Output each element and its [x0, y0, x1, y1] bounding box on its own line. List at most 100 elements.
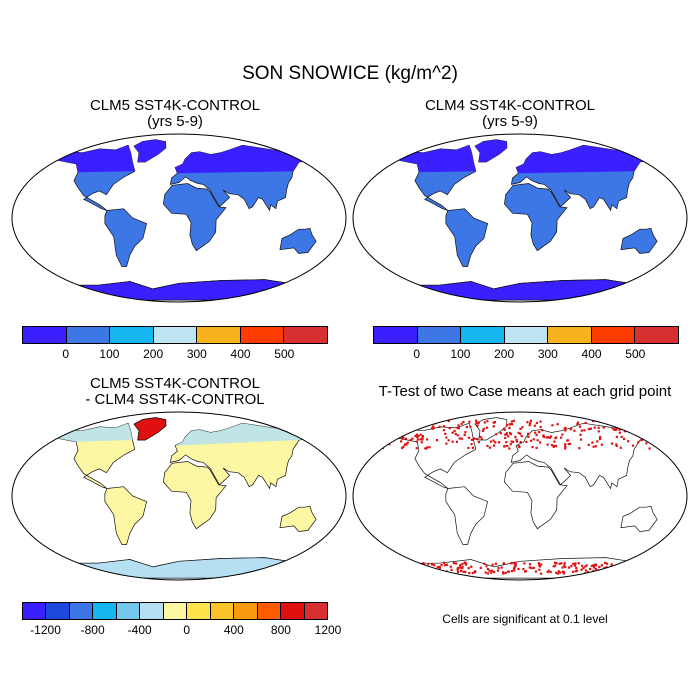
significant-cell: [445, 436, 448, 439]
map-outline: [11, 411, 347, 581]
significant-cell: [506, 444, 509, 448]
panel-title-clm5-line2: (yrs 5-9): [147, 113, 203, 130]
colorbar-cell: [110, 327, 154, 343]
significant-cell: [592, 445, 595, 448]
continent-australia: [279, 505, 317, 532]
significant-cell: [590, 564, 594, 567]
significant-cell: [568, 442, 572, 445]
significant-cell: [539, 441, 542, 444]
significant-cell: [514, 561, 517, 564]
colorbar-cell: [66, 327, 111, 343]
significant-cell: [605, 566, 608, 569]
significant-cell: [573, 429, 576, 432]
significant-cell: [438, 565, 441, 568]
significant-cell: [558, 562, 561, 565]
significant-cell: [627, 440, 630, 443]
continent-australia: [620, 227, 658, 254]
significant-cell: [576, 423, 579, 426]
snow-region-northAmerica: [398, 145, 476, 173]
significant-cell: [578, 425, 582, 428]
significant-cell: [409, 563, 412, 566]
significant-cell: [392, 433, 395, 436]
significant-cell: [504, 571, 507, 574]
significant-cell: [532, 438, 535, 441]
significant-cell: [512, 562, 515, 565]
significant-cell: [648, 447, 651, 450]
panel-title-clm4-line2: (yrs 5-9): [482, 113, 538, 130]
colorbar-cell: [23, 327, 67, 343]
significant-cell: [552, 445, 555, 448]
significant-cell: [423, 571, 426, 574]
significant-cell: [451, 431, 454, 434]
significant-cell: [502, 572, 505, 575]
significant-cell: [456, 434, 459, 437]
significant-cell: [430, 419, 433, 422]
significant-cell: [457, 424, 460, 427]
significant-cell: [553, 440, 556, 443]
significant-cell: [624, 571, 627, 574]
colorbar-diff: [22, 602, 328, 620]
significant-cell: [451, 440, 454, 443]
significant-cell: [626, 572, 629, 575]
significant-cell: [462, 570, 465, 573]
significant-cell: [606, 420, 609, 424]
significant-cell: [406, 425, 409, 428]
significant-cell: [592, 569, 595, 572]
significant-cell: [522, 567, 525, 571]
significant-cell: [444, 432, 447, 435]
significant-cell: [526, 432, 530, 435]
significant-cell: [412, 562, 415, 565]
significant-cell: [605, 562, 609, 565]
significant-cell: [633, 567, 636, 570]
significant-cell: [589, 567, 592, 570]
significant-cell: [455, 440, 458, 443]
significant-cell: [457, 427, 460, 430]
significant-cell: [574, 562, 577, 565]
significant-cell: [575, 569, 579, 572]
continent-africa: [163, 183, 227, 252]
significant-cell: [456, 426, 459, 429]
colorbar-tick-label: 400: [581, 347, 602, 361]
significant-cell: [422, 562, 425, 565]
significant-cell: [471, 446, 475, 449]
significant-cell: [519, 432, 522, 435]
significant-cell: [486, 568, 490, 571]
significant-cell: [547, 569, 550, 572]
significant-cell: [468, 571, 471, 575]
snow-region-eurasia: [175, 145, 312, 174]
significant-cell: [464, 431, 467, 434]
significant-cell: [410, 420, 413, 423]
significant-cell: [517, 444, 520, 448]
significant-cell: [482, 427, 485, 430]
significant-cell: [521, 426, 524, 429]
significant-cell: [539, 425, 542, 429]
significant-cell: [440, 563, 443, 567]
significant-cell: [456, 570, 460, 574]
significant-cell: [589, 427, 592, 430]
significant-cell: [508, 447, 511, 450]
significant-cell: [436, 439, 439, 442]
significant-cell: [575, 567, 578, 570]
panel-title-diff-line2: - CLM4 SST4K-CONTROL: [85, 391, 265, 408]
significant-cell: [617, 423, 620, 426]
significant-cell: [611, 442, 614, 445]
panel-title-clm5: CLM5 SST4K-CONTROL (yrs 5-9): [10, 98, 340, 130]
significant-cell: [537, 562, 540, 565]
panel-title-ttest-line1: T-Test of two Case means at each grid po…: [378, 383, 672, 400]
significant-cell: [442, 429, 445, 432]
significant-cell: [492, 570, 496, 574]
significant-cell: [452, 562, 455, 565]
significant-cell: [534, 431, 537, 434]
significant-cell: [402, 435, 405, 439]
significant-cell: [488, 569, 491, 572]
significant-cell: [519, 427, 522, 430]
significant-cell: [594, 445, 597, 448]
significant-cell: [402, 445, 405, 448]
significant-cell: [560, 436, 563, 439]
significant-cell: [504, 436, 507, 440]
significant-cell: [419, 438, 422, 441]
colorbar-cell: [93, 603, 117, 619]
significant-cell: [578, 447, 581, 450]
significant-cell: [461, 562, 464, 566]
significant-cell: [454, 432, 457, 436]
